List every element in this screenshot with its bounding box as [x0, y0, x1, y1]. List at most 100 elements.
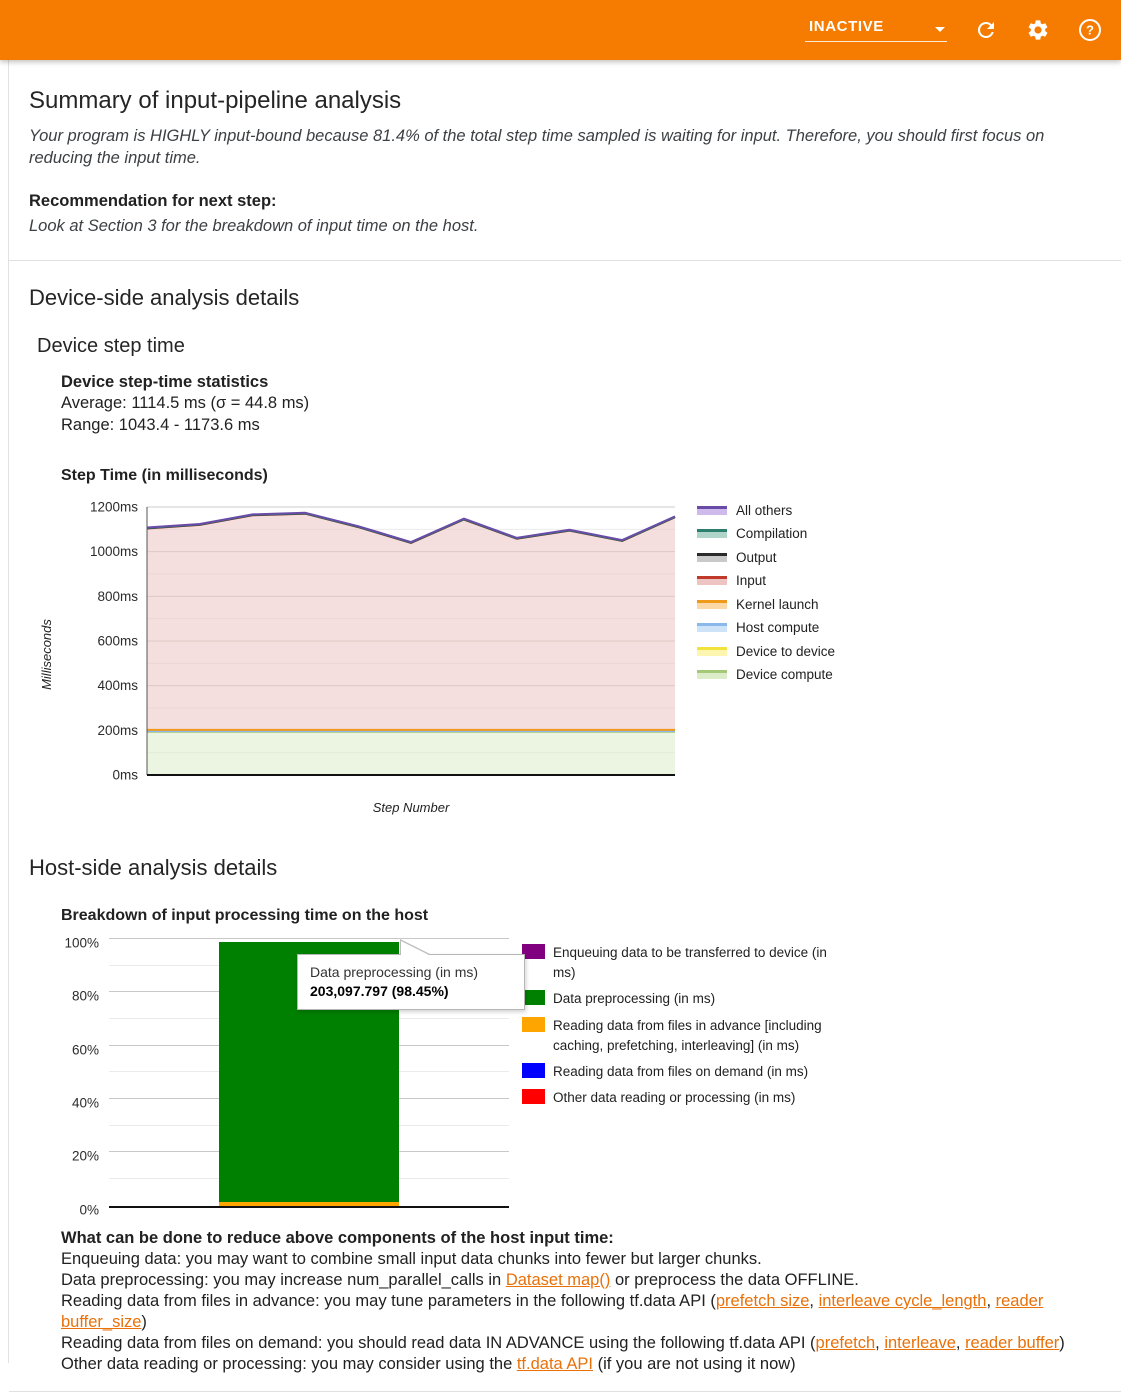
- link-prefetch-size[interactable]: prefetch size: [716, 1292, 810, 1310]
- legend-swatch: [697, 576, 727, 585]
- stats-average: Average: 1114.5 ms (σ = 44.8 ms): [61, 393, 1121, 415]
- stats-heading: Device step-time statistics: [61, 372, 1121, 394]
- y-axis-tick: 40%: [72, 1096, 99, 1111]
- link-dataset-map-[interactable]: Dataset map(): [506, 1271, 611, 1289]
- app-toolbar: INACTIVE ?: [0, 0, 1121, 60]
- advice-text: Enqueuing data: you may want to combine …: [61, 1250, 762, 1268]
- legend-swatch: [522, 1089, 545, 1104]
- advice-line-1: Enqueuing data: you may want to combine …: [61, 1249, 1106, 1270]
- advice-text: ,: [809, 1292, 818, 1310]
- y-axis-tick: 20%: [72, 1149, 99, 1164]
- legend-item-device-to-device: Device to device: [697, 644, 835, 659]
- svg-text:1200ms: 1200ms: [90, 499, 138, 514]
- legend-label: Compilation: [736, 526, 807, 541]
- bottom-divider: [9, 1391, 1121, 1392]
- chevron-down-icon: [935, 27, 945, 32]
- y-axis-tick: 0%: [79, 1202, 99, 1217]
- y-axis-tick: 60%: [72, 1042, 99, 1057]
- legend-swatch: [697, 670, 727, 679]
- link-reader-buffer[interactable]: reader buffer: [965, 1334, 1059, 1352]
- legend-item-input: Input: [697, 573, 835, 588]
- legend-item-output: Output: [697, 550, 835, 565]
- legend-item-all-others: All others: [697, 503, 835, 518]
- advice-line-5: Other data reading or processing: you ma…: [61, 1354, 1106, 1375]
- host-chart-plot[interactable]: Data preprocessing (in ms) 203,097.797 (…: [109, 941, 509, 1208]
- legend-item-other-data-reading-or-processing-in-ms-: Other data reading or processing (in ms): [522, 1088, 852, 1108]
- gridline: [109, 938, 509, 939]
- legend-item-compilation: Compilation: [697, 526, 835, 541]
- bar-segment-reading[interactable]: [219, 1202, 399, 1205]
- y-axis-tick: 100%: [64, 935, 99, 950]
- legend-item-data-preprocessing-in-ms-: Data preprocessing (in ms): [522, 989, 852, 1009]
- legend-label: Other data reading or processing (in ms): [553, 1088, 795, 1108]
- host-chart-legend: Enqueuing data to be transferred to devi…: [522, 941, 852, 1208]
- svg-text:400ms: 400ms: [97, 678, 138, 693]
- summary-body: Your program is HIGHLY input-bound becau…: [29, 125, 1089, 170]
- advice-text: ,: [986, 1292, 995, 1310]
- legend-label: Reading data from files in advance [incl…: [553, 1016, 852, 1057]
- content-area: Summary of input-pipeline analysis Your …: [8, 60, 1121, 1363]
- advice-line-4: Reading data from files on demand: you s…: [61, 1333, 1106, 1354]
- legend-label: Output: [736, 550, 777, 565]
- advice-text: Reading data from files on demand: you s…: [61, 1334, 816, 1352]
- legend-label: Enqueuing data to be transferred to devi…: [553, 943, 852, 984]
- advice-text: ,: [956, 1334, 965, 1352]
- device-chart-ylabel: Milliseconds: [29, 495, 63, 815]
- advice-text: or preprocess the data OFFLINE.: [610, 1271, 859, 1289]
- legend-label: Device compute: [736, 667, 833, 682]
- legend-label: Input: [736, 573, 766, 588]
- legend-swatch: [522, 1063, 545, 1078]
- svg-text:800ms: 800ms: [97, 589, 138, 604]
- host-chart-title: Breakdown of input processing time on th…: [61, 907, 1121, 925]
- advice-text: Reading data from files in advance: you …: [61, 1292, 716, 1310]
- legend-swatch: [522, 1017, 545, 1032]
- legend-label: Device to device: [736, 644, 835, 659]
- y-axis-tick: 80%: [72, 989, 99, 1004]
- host-section-title: Host-side analysis details: [29, 855, 1121, 881]
- link-tf-data-api[interactable]: tf.data API: [517, 1355, 593, 1373]
- settings-button[interactable]: [1025, 17, 1051, 43]
- summary-title: Summary of input-pipeline analysis: [29, 87, 1091, 115]
- refresh-button[interactable]: [973, 17, 999, 43]
- legend-swatch: [697, 647, 727, 656]
- legend-item-reading-data-from-files-on-demand-in-ms-: Reading data from files on demand (in ms…: [522, 1062, 852, 1082]
- gear-icon: [1026, 18, 1050, 42]
- legend-swatch: [522, 990, 545, 1005]
- refresh-icon: [974, 18, 998, 42]
- advice-heading: What can be done to reduce above compone…: [61, 1228, 1106, 1249]
- legend-label: Host compute: [736, 620, 819, 635]
- legend-item-enqueuing-data-to-be-transferred-to-devi: Enqueuing data to be transferred to devi…: [522, 943, 852, 984]
- capture-status-dropdown[interactable]: INACTIVE: [805, 18, 947, 42]
- legend-label: All others: [736, 503, 792, 518]
- svg-text:600ms: 600ms: [97, 633, 138, 648]
- link-interleave-cycle-length[interactable]: interleave cycle_length: [819, 1292, 987, 1310]
- advice-text: ): [1059, 1334, 1065, 1352]
- device-step-stats: Device step-time statistics Average: 111…: [61, 372, 1121, 437]
- device-section-title: Device-side analysis details: [29, 285, 1121, 311]
- legend-swatch: [697, 553, 727, 562]
- host-input-advice: What can be done to reduce above compone…: [61, 1228, 1106, 1375]
- advice-text: (if you are not using it now): [593, 1355, 796, 1373]
- advice-text: ,: [875, 1334, 884, 1352]
- advice-text: Data preprocessing: you may increase num…: [61, 1271, 506, 1289]
- link-prefetch[interactable]: prefetch: [816, 1334, 876, 1352]
- legend-swatch: [697, 529, 727, 538]
- tooltip-value: 203,097.797 (98.45%): [310, 983, 512, 999]
- device-side-section: Device-side analysis details Device step…: [9, 261, 1121, 815]
- device-chart-xlabel: Step Number: [63, 800, 683, 815]
- legend-swatch: [697, 506, 727, 515]
- legend-label: Data preprocessing (in ms): [553, 989, 715, 1009]
- stats-range: Range: 1043.4 - 1173.6 ms: [61, 415, 1121, 437]
- legend-swatch: [697, 623, 727, 632]
- advice-line-3: Reading data from files in advance: you …: [61, 1291, 1106, 1333]
- legend-item-reading-data-from-files-in-advance-inclu: Reading data from files in advance [incl…: [522, 1016, 852, 1057]
- tooltip-title: Data preprocessing (in ms): [310, 964, 512, 980]
- help-button[interactable]: ?: [1077, 17, 1103, 43]
- link-interleave[interactable]: interleave: [884, 1334, 956, 1352]
- capture-status-label: INACTIVE: [809, 18, 884, 35]
- device-chart-title: Step Time (in milliseconds): [61, 467, 1121, 485]
